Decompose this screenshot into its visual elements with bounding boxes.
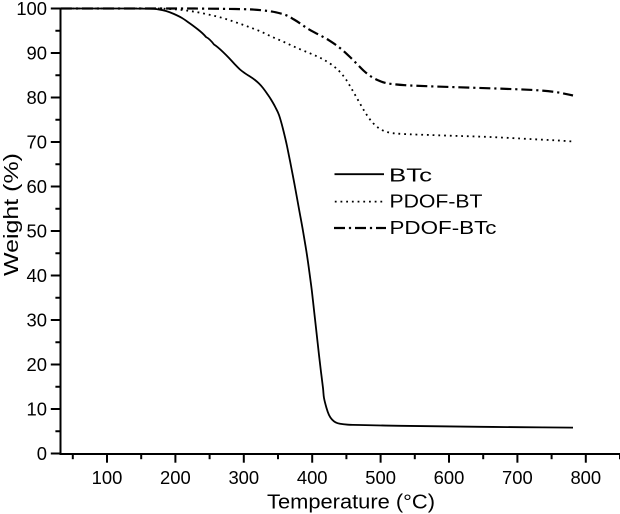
svg-text:PDOF-BTc: PDOF-BTc [390,217,497,238]
svg-text:200: 200 [160,467,191,488]
svg-text:10: 10 [27,398,47,419]
svg-text:100: 100 [16,0,47,19]
svg-text:50: 50 [27,220,47,241]
svg-text:700: 700 [502,467,533,488]
svg-text:100: 100 [92,467,123,488]
svg-text:400: 400 [297,467,328,488]
svg-text:80: 80 [27,87,47,108]
svg-text:Weight (%): Weight (%) [0,153,23,276]
svg-text:60: 60 [27,176,47,197]
svg-text:BTc: BTc [389,164,432,185]
svg-text:0: 0 [37,443,47,464]
svg-text:500: 500 [365,467,396,488]
svg-text:70: 70 [27,131,47,152]
svg-text:PDOF-BT: PDOF-BT [390,191,483,212]
svg-text:800: 800 [570,467,601,488]
svg-text:300: 300 [228,467,259,488]
svg-text:30: 30 [27,309,47,330]
svg-text:90: 90 [27,42,47,63]
svg-text:Temperature (°C): Temperature (°C) [267,491,435,514]
svg-text:600: 600 [434,467,465,488]
svg-text:20: 20 [27,354,47,375]
svg-text:40: 40 [27,265,47,286]
